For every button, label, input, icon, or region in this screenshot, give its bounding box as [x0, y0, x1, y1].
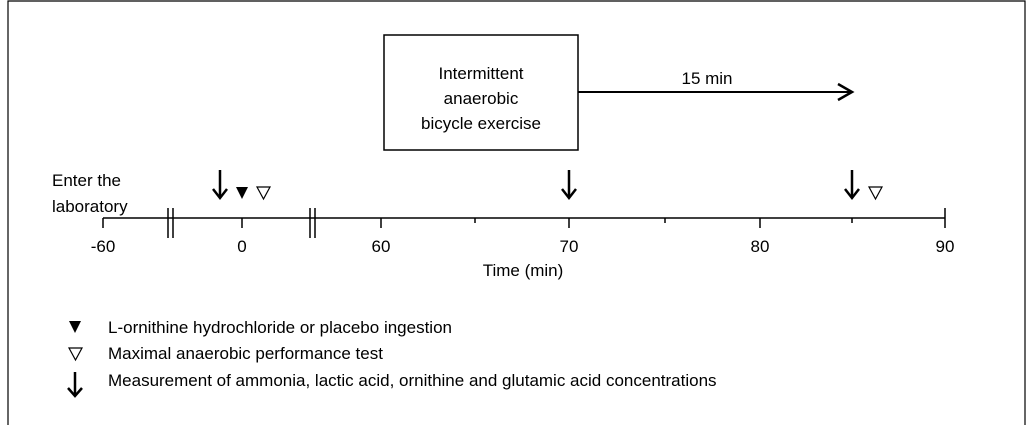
box-text: bicycle exercise	[421, 114, 541, 133]
tick-label: 70	[560, 237, 579, 256]
test-marker	[867, 186, 884, 201]
ingestion-marker	[236, 187, 248, 199]
axis-label: Time (min)	[483, 261, 564, 280]
frame-border	[7, 0, 1026, 425]
legend-icon	[69, 321, 81, 333]
frame	[7, 0, 1026, 425]
tick-label: 90	[936, 237, 955, 256]
start-label: Enter the	[52, 171, 121, 190]
measurement-arrow	[212, 170, 228, 201]
start-label: laboratory	[52, 197, 128, 216]
tick-label: -60	[91, 237, 116, 256]
legend-text: Maximal anaerobic performance test	[108, 344, 383, 363]
arrow-head	[837, 82, 855, 102]
tick-label: 60	[372, 237, 391, 256]
box-text: Intermittent	[438, 64, 523, 83]
tick-label: 80	[751, 237, 770, 256]
legend-icon	[67, 372, 83, 398]
markers	[212, 170, 860, 201]
measurement-arrow	[844, 170, 860, 201]
test-marker	[255, 186, 272, 201]
measurement-arrow	[561, 170, 577, 201]
legend-text: L-ornithine hydrochloride or placebo ing…	[108, 318, 452, 337]
legend-text: Measurement of ammonia, lactic acid, orn…	[108, 371, 717, 390]
duration-label: 15 min	[681, 69, 732, 88]
box-text: anaerobic	[444, 89, 519, 108]
legend-icon	[67, 347, 84, 362]
tick-label: 0	[237, 237, 246, 256]
axis	[102, 208, 946, 238]
